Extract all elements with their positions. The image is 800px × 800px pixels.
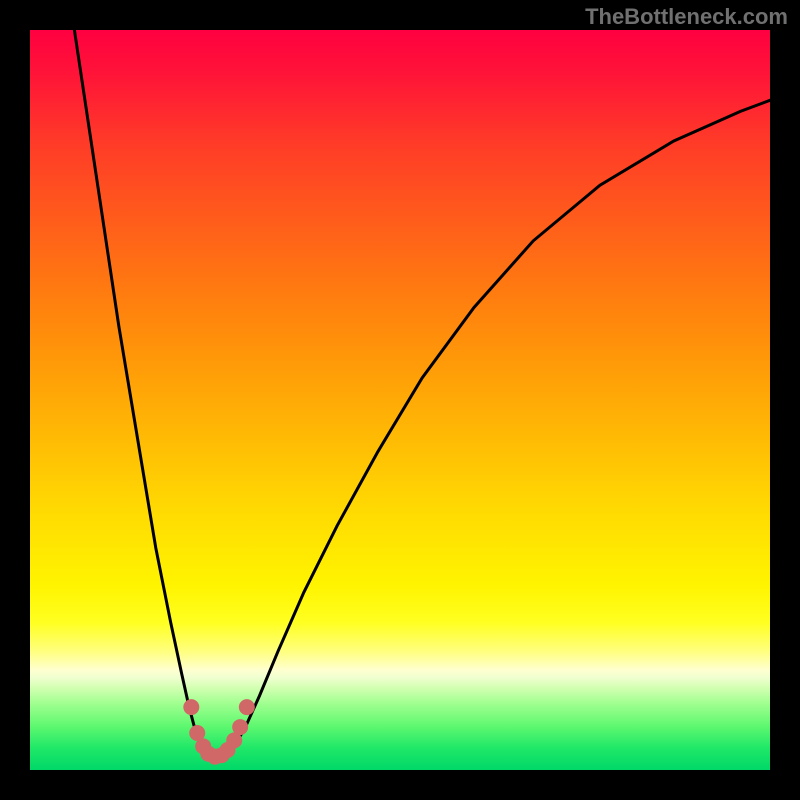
chart-frame: TheBottleneck.com <box>0 0 800 800</box>
watermark-text: TheBottleneck.com <box>585 4 788 30</box>
gradient-background <box>30 30 770 770</box>
plot-area <box>30 30 770 770</box>
